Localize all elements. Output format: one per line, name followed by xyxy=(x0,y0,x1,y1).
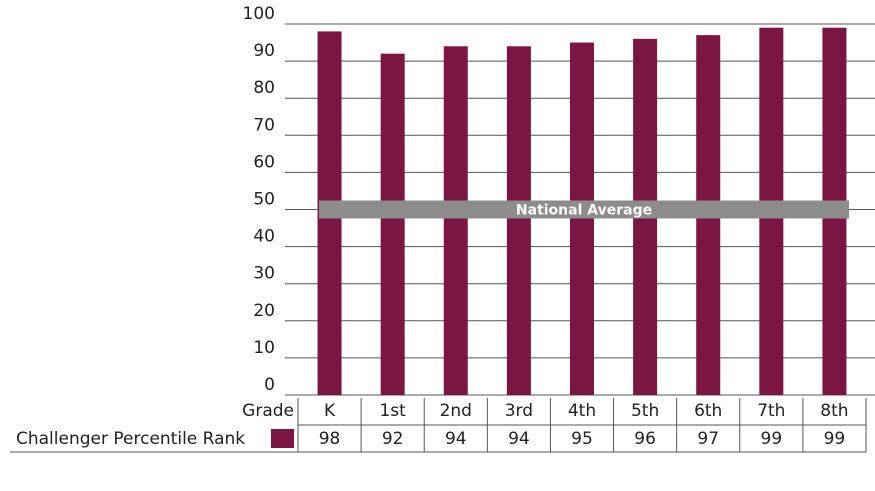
table-header-label: Grade xyxy=(242,401,294,421)
x-tick-label: 6th xyxy=(694,401,722,421)
x-tick-label: 7th xyxy=(757,401,785,421)
y-tick-label: 50 xyxy=(253,190,275,210)
y-tick-label: 30 xyxy=(253,264,275,284)
x-tick-label: 1st xyxy=(379,401,406,421)
bar xyxy=(380,53,405,396)
bar xyxy=(443,46,468,395)
table-value: 99 xyxy=(761,429,783,449)
table-value: 99 xyxy=(824,429,846,449)
y-tick-label: 90 xyxy=(253,41,275,61)
reference-label: National Average xyxy=(516,203,652,219)
table-value: 94 xyxy=(508,429,530,449)
x-tick-label: K xyxy=(324,401,336,421)
bar xyxy=(506,46,531,395)
table-value: 94 xyxy=(445,429,467,449)
reference-band xyxy=(319,200,849,219)
x-tick-label: 4th xyxy=(568,401,596,421)
bar xyxy=(570,42,594,396)
y-tick-label: 0 xyxy=(264,375,275,395)
table-value: 96 xyxy=(634,429,656,449)
y-tick-label: 70 xyxy=(253,115,275,135)
x-tick-label: 8th xyxy=(820,401,848,421)
x-tick-label: 5th xyxy=(631,401,659,421)
y-tick-label: 100 xyxy=(243,4,275,24)
y-tick-label: 80 xyxy=(253,78,275,98)
table-value: 98 xyxy=(319,429,341,449)
table-value: 95 xyxy=(571,429,593,449)
y-tick-label: 40 xyxy=(253,227,275,247)
legend-swatch xyxy=(271,429,294,448)
table-value: 92 xyxy=(382,429,404,449)
y-tick-label: 20 xyxy=(253,301,275,321)
x-tick-label: 3rd xyxy=(505,401,533,421)
y-tick-label: 60 xyxy=(253,152,275,172)
y-tick-label: 10 xyxy=(253,338,275,358)
legend-label: Challenger Percentile Rank xyxy=(16,429,245,449)
table-value: 97 xyxy=(697,429,719,449)
x-tick-label: 2nd xyxy=(440,401,472,421)
